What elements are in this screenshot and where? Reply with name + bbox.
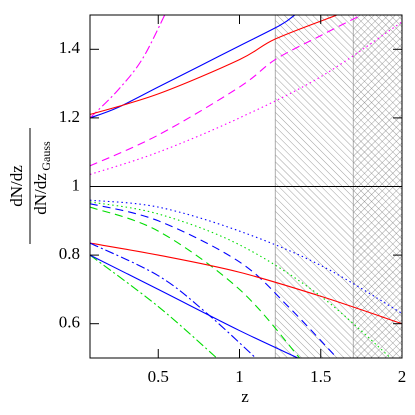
x-tick-label: 2 — [398, 367, 407, 386]
data-line — [90, 21, 402, 176]
plot-area — [90, 15, 402, 358]
data-line — [90, 206, 301, 358]
y-tick-label: 1.4 — [59, 38, 81, 57]
x-axis-label: z — [241, 387, 249, 406]
x-tick-label: 1.5 — [310, 367, 331, 386]
x-tick-label: 0.5 — [148, 367, 169, 386]
y-tick-label: 0.6 — [59, 313, 80, 332]
data-line — [90, 242, 257, 358]
data-line — [90, 242, 402, 325]
data-line — [90, 15, 362, 167]
data-line — [90, 15, 338, 115]
data-line — [90, 15, 296, 119]
y-tick-label: 1 — [72, 175, 81, 194]
x-tick-label: 1 — [235, 367, 244, 386]
data-line — [90, 201, 391, 358]
data-line — [90, 203, 338, 358]
data-line — [90, 254, 218, 358]
y-axis-label: dN/dz dN/dz Gauss — [7, 128, 53, 244]
y-label-subscript: Gauss — [39, 141, 53, 171]
y-label-denominator: dN/dz — [31, 173, 50, 215]
y-label-numerator: dN/dz — [7, 165, 26, 207]
y-tick-label: 1.2 — [59, 107, 80, 126]
data-line — [90, 15, 166, 119]
data-line — [90, 199, 402, 314]
y-tick-label: 0.8 — [59, 244, 80, 263]
data-line — [90, 254, 299, 358]
